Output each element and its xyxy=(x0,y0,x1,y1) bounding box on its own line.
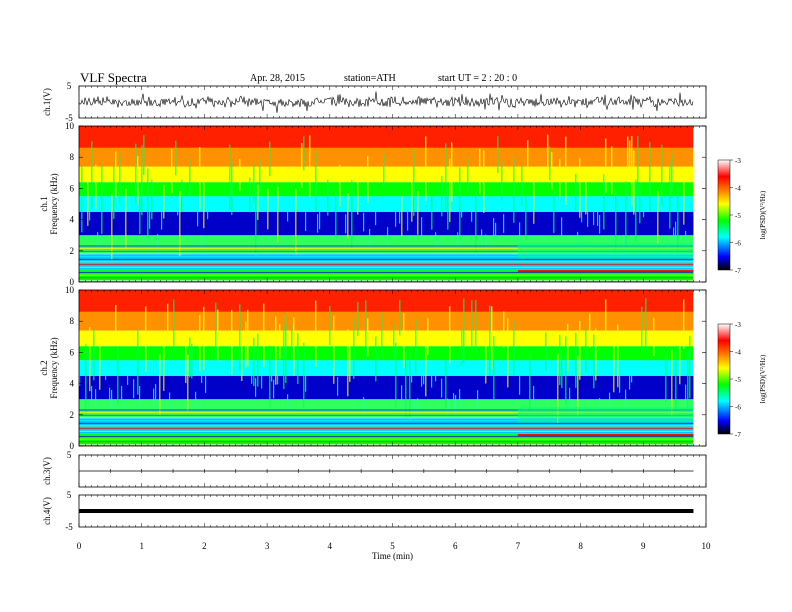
ytick-label-1-4: 8 xyxy=(70,152,75,162)
xtick-label-6: 6 xyxy=(453,541,458,551)
colorbar-tick-1-0: -3 xyxy=(735,157,741,165)
ylabel-frequency-1: Frequency (kHz) xyxy=(49,173,59,234)
waveform-trace-3 xyxy=(79,469,694,473)
xtick-label-0: 0 xyxy=(77,541,82,551)
ytick-label-2-4: 8 xyxy=(70,316,75,326)
ylabel-frequency-2: Frequency (kHz) xyxy=(49,337,59,398)
xtick-label-5: 5 xyxy=(390,541,395,551)
spectrogram-fills xyxy=(79,126,695,446)
ytick-label-1-1: 2 xyxy=(70,246,75,256)
colorbar-label-1: log(PSD)(V²/Hz) xyxy=(759,190,767,239)
xtick-label-8: 8 xyxy=(578,541,583,551)
ytick-label-4-0: 5 xyxy=(67,490,72,500)
waveform-trace-4 xyxy=(79,509,694,513)
xtick-label-3: 3 xyxy=(265,541,270,551)
xtick-label-9: 9 xyxy=(641,541,646,551)
colorbar-tick-2-1: -4 xyxy=(735,349,741,357)
ytick-label-1-0: 0 xyxy=(70,277,75,287)
ylabel-channel-2: ch.2 xyxy=(39,360,49,375)
colorbar-label-2: log(PSD)(V²/Hz) xyxy=(759,354,767,403)
ytick-label-2-3: 6 xyxy=(70,347,75,357)
date-label: Apr. 28, 2015 xyxy=(250,73,305,84)
ylabel-0: ch.1(V) xyxy=(42,88,52,116)
figure-title: VLF Spectra xyxy=(80,70,147,85)
colorbar-tick-1-3: -6 xyxy=(735,240,741,248)
colorbar-tick-2-3: -6 xyxy=(735,404,741,412)
ytick-label-1-3: 6 xyxy=(70,183,75,193)
waveform-trace-0 xyxy=(78,91,694,113)
colorbar-1 xyxy=(717,159,731,271)
xtick-label-4: 4 xyxy=(328,541,333,551)
ylabel-channel-1: ch.1 xyxy=(39,196,49,211)
xtick-label-2: 2 xyxy=(202,541,207,551)
spectrogram-ch2 xyxy=(79,290,694,446)
ytick-label-3-0: 5 xyxy=(67,450,72,460)
ytick-label-2-2: 4 xyxy=(70,379,75,389)
xtick-label-7: 7 xyxy=(516,541,521,551)
ytick-label-2-0: 0 xyxy=(70,441,75,451)
colorbar-tick-2-4: -7 xyxy=(735,431,741,439)
ytick-label-0-1: -5 xyxy=(65,113,73,123)
x-axis-label: Time (min) xyxy=(372,551,413,561)
colorbar-tick-1-1: -4 xyxy=(735,185,741,193)
ytick-label-2-1: 2 xyxy=(70,410,75,420)
colorbar-tick-2-2: -5 xyxy=(735,376,741,384)
start-time-label: start UT = 2 : 20 : 0 xyxy=(438,73,518,84)
ylabel-4: ch.4(V) xyxy=(42,497,52,525)
colorbar-tick-1-2: -5 xyxy=(735,212,741,220)
xtick-label-10: 10 xyxy=(702,541,712,551)
spectrogram-ch1 xyxy=(79,126,695,282)
ytick-label-1-2: 4 xyxy=(70,215,75,225)
waveform-traces xyxy=(78,91,694,513)
ytick-label-0-0: 5 xyxy=(67,81,72,91)
station-label: station=ATH xyxy=(344,73,396,84)
ylabel-3: ch.3(V) xyxy=(42,457,52,485)
colorbar-tick-2-0: -3 xyxy=(735,321,741,329)
colorbar-tick-1-4: -7 xyxy=(735,267,741,275)
ytick-label-1-5: 10 xyxy=(65,121,75,131)
ytick-label-4-1: -5 xyxy=(65,522,73,532)
xtick-label-1: 1 xyxy=(139,541,144,551)
ytick-label-2-5: 10 xyxy=(65,285,75,295)
colorbar-2 xyxy=(717,323,731,435)
